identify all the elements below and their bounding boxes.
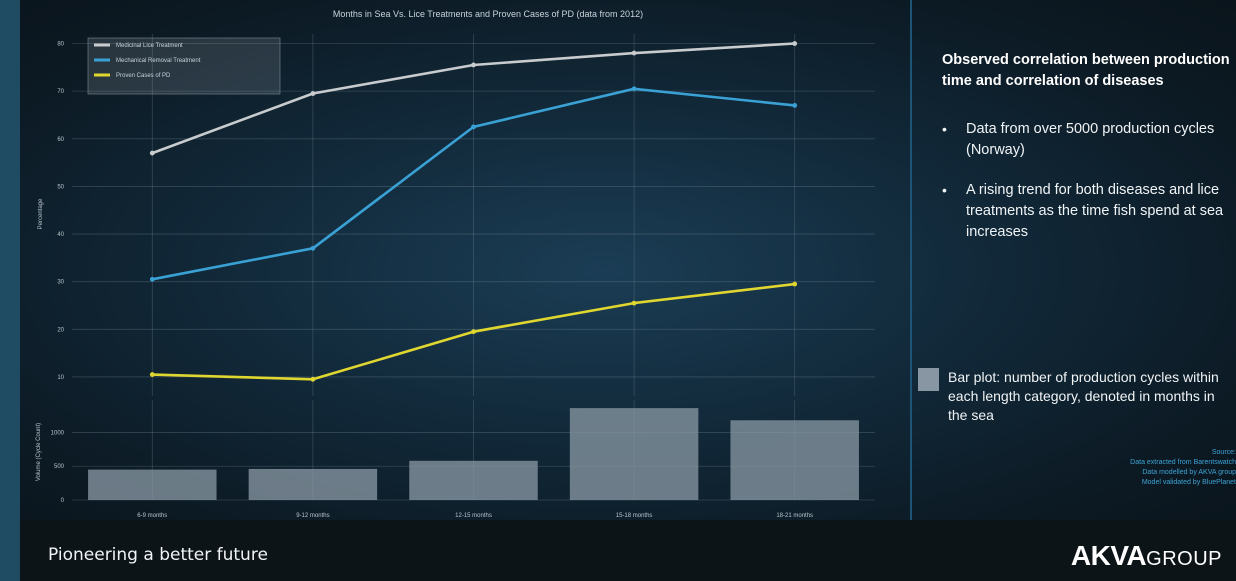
source-line: Model validated by BluePlanet bbox=[1141, 479, 1236, 486]
data-point bbox=[310, 91, 316, 96]
vertical-divider bbox=[910, 0, 912, 520]
line-ytick-label: 10 bbox=[57, 375, 64, 381]
legend-label: Medicinal Lice Treatment bbox=[116, 43, 183, 49]
legend-label: Proven Cases of PD bbox=[116, 73, 171, 79]
source-line: Data modelled by AKVA group bbox=[1142, 469, 1236, 476]
data-point bbox=[149, 372, 155, 377]
bar-swatch bbox=[918, 368, 939, 391]
bullet-item: • Data from over 5000 production cycles … bbox=[942, 119, 1236, 161]
panel-heading: Observed correlation between production … bbox=[942, 52, 1230, 89]
xtick-label: 6-9 months bbox=[137, 513, 167, 519]
xtick-label: 12-15 months bbox=[455, 513, 492, 519]
bar-note-text: Bar plot: number of production cycles wi… bbox=[948, 369, 1219, 423]
data-point bbox=[792, 281, 798, 287]
line-ytick-label: 80 bbox=[57, 42, 64, 48]
data-point bbox=[149, 276, 155, 282]
line-ytick-label: 50 bbox=[57, 184, 64, 190]
data-point bbox=[792, 41, 798, 46]
bar-series bbox=[88, 408, 859, 500]
line-ytick-label: 30 bbox=[57, 280, 64, 286]
data-point bbox=[631, 50, 637, 56]
footer-tagline: Pioneering a better future bbox=[48, 545, 268, 565]
axis-ticks: 10 20 30 40 50 60 70 80 6-9 months 9-12 months 12-… bbox=[51, 42, 813, 519]
bullet-text: Data from over 5000 production cycles (N… bbox=[966, 121, 1215, 158]
chart-area: Months in Sea Vs. Lice Treatments and Pr… bbox=[36, 9, 875, 519]
source-credits: Source: Data extracted from Barentswatch… bbox=[1130, 448, 1236, 488]
data-point bbox=[310, 245, 316, 251]
line-ylabel: Percentage bbox=[38, 198, 44, 229]
bullet-text: A rising trend for both diseases and lic… bbox=[966, 182, 1224, 240]
data-point bbox=[631, 86, 637, 92]
xtick-label: 9-12 months bbox=[296, 513, 329, 519]
bullet-dot: • bbox=[942, 121, 947, 137]
left-accent-strip bbox=[0, 0, 20, 581]
source-line: Data extracted from Barentswatch bbox=[1130, 459, 1236, 466]
chart-title: Months in Sea Vs. Lice Treatments and Pr… bbox=[333, 9, 643, 19]
legend-label: Mechanical Removal Treatment bbox=[116, 58, 201, 64]
bar bbox=[730, 420, 859, 500]
data-point bbox=[471, 62, 476, 68]
chart-legend: Medicinal Lice Treatment Mechanical Remov… bbox=[87, 37, 281, 95]
footer-bar: Pioneering a better future AKVAGROUP bbox=[20, 520, 1236, 581]
logo-bold-text: AKVA bbox=[1070, 540, 1147, 571]
data-point bbox=[792, 103, 798, 108]
logo-light-text: GROUP bbox=[1146, 548, 1222, 570]
bar bbox=[248, 468, 378, 500]
source-title: Source: bbox=[1211, 449, 1236, 456]
bar-ytick-label: 1000 bbox=[51, 430, 65, 436]
bar-ytick-label: 500 bbox=[54, 464, 65, 470]
bullet-item: • A rising trend for both diseases and l… bbox=[942, 180, 1236, 243]
line-series bbox=[149, 41, 798, 382]
bar bbox=[409, 460, 538, 500]
data-point bbox=[471, 329, 476, 335]
line-ytick-label: 40 bbox=[57, 232, 64, 238]
bar bbox=[569, 408, 699, 500]
legend-box bbox=[87, 37, 281, 95]
bar bbox=[88, 469, 217, 500]
line-ytick-label: 60 bbox=[57, 137, 64, 143]
xtick-label: 15-18 months bbox=[616, 513, 653, 519]
bar-ytick-label: 0 bbox=[61, 498, 65, 504]
bar-ylabel: Volume (Cycle Count) bbox=[36, 423, 42, 481]
akva-group-logo: AKVAGROUP bbox=[1071, 540, 1222, 572]
line-ytick-label: 70 bbox=[57, 89, 64, 95]
side-panel: Observed correlation between production … bbox=[942, 50, 1236, 262]
data-point bbox=[631, 300, 637, 306]
data-point bbox=[149, 150, 155, 156]
xtick-label: 18-21 months bbox=[776, 513, 813, 519]
bullet-dot: • bbox=[942, 182, 947, 198]
line-ytick-label: 20 bbox=[57, 327, 64, 333]
data-point bbox=[471, 124, 476, 130]
data-point bbox=[310, 376, 316, 382]
